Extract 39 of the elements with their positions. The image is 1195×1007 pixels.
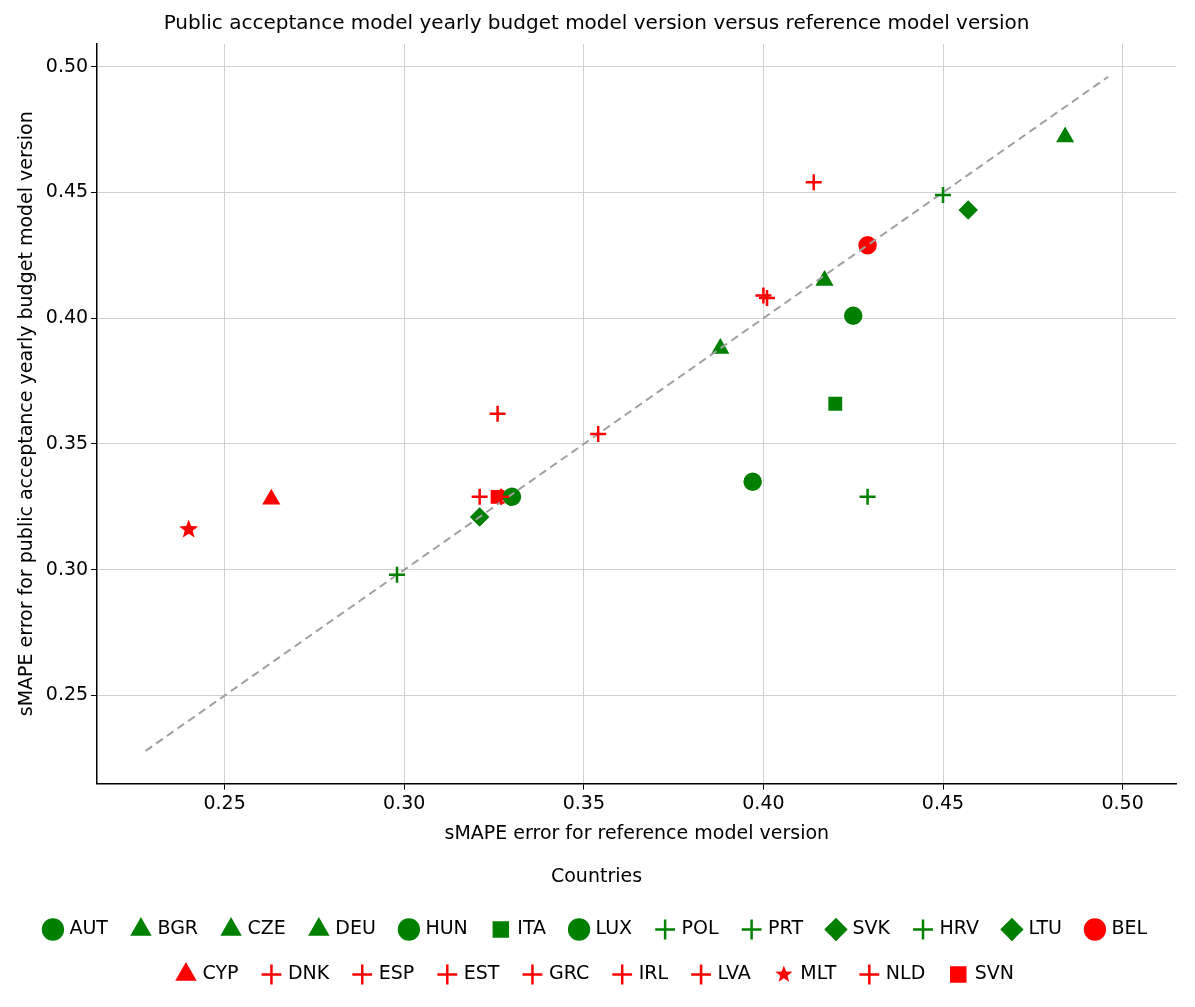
legend-label: LTU <box>1028 916 1062 939</box>
x-tick-label: 0.50 <box>1101 790 1144 813</box>
x-tick-label: 0.35 <box>562 790 605 813</box>
legend-label: IRL <box>638 961 669 984</box>
legend-label: CZE <box>247 916 286 939</box>
x-tick-label: 0.30 <box>383 790 426 813</box>
legend-label: HRV <box>939 916 979 939</box>
legend-label: ESP <box>378 961 415 984</box>
x-tick-label: 0.40 <box>742 790 785 813</box>
legend-label: LUX <box>595 916 633 939</box>
x-tick-label: 0.25 <box>203 790 246 813</box>
legend-label: DEU <box>335 916 376 939</box>
y-tick-label: 0.50 <box>45 53 89 76</box>
y-tick-label: 0.25 <box>45 682 89 705</box>
y-tick-label: 0.35 <box>45 430 89 453</box>
legend-label: NLD <box>885 961 926 984</box>
legend-label: LVA <box>717 961 751 984</box>
legend-label: MLT <box>800 961 837 984</box>
x-tick-label: 0.45 <box>921 790 965 813</box>
legend-label: ITA <box>517 916 547 939</box>
legend-label: POL <box>681 916 720 939</box>
legend-label: CYP <box>202 961 239 984</box>
legend-title: Countries <box>550 863 643 886</box>
legend-label: SVN <box>974 961 1015 984</box>
legend-label: GRC <box>548 961 590 984</box>
legend-label: SVK <box>852 916 891 939</box>
legend-label: PRT <box>768 916 804 939</box>
legend-label: BEL <box>1111 916 1148 939</box>
y-axis-title: sMAPE error for public acceptance yearly budget model version <box>14 111 37 717</box>
y-tick-label: 0.30 <box>45 556 89 579</box>
legend-label: EST <box>463 961 500 984</box>
legend-label: BGR <box>157 916 199 939</box>
chart-title: Public acceptance model yearly budget model version versus reference model version <box>163 10 1030 35</box>
y-tick-label: 0.45 <box>45 179 89 202</box>
legend-label: DNK <box>287 961 330 984</box>
y-tick-label: 0.40 <box>45 305 89 328</box>
x-axis-title: sMAPE error for reference model version <box>444 820 830 843</box>
legend-label: HUN <box>425 916 468 939</box>
legend-label: AUT <box>69 916 109 939</box>
